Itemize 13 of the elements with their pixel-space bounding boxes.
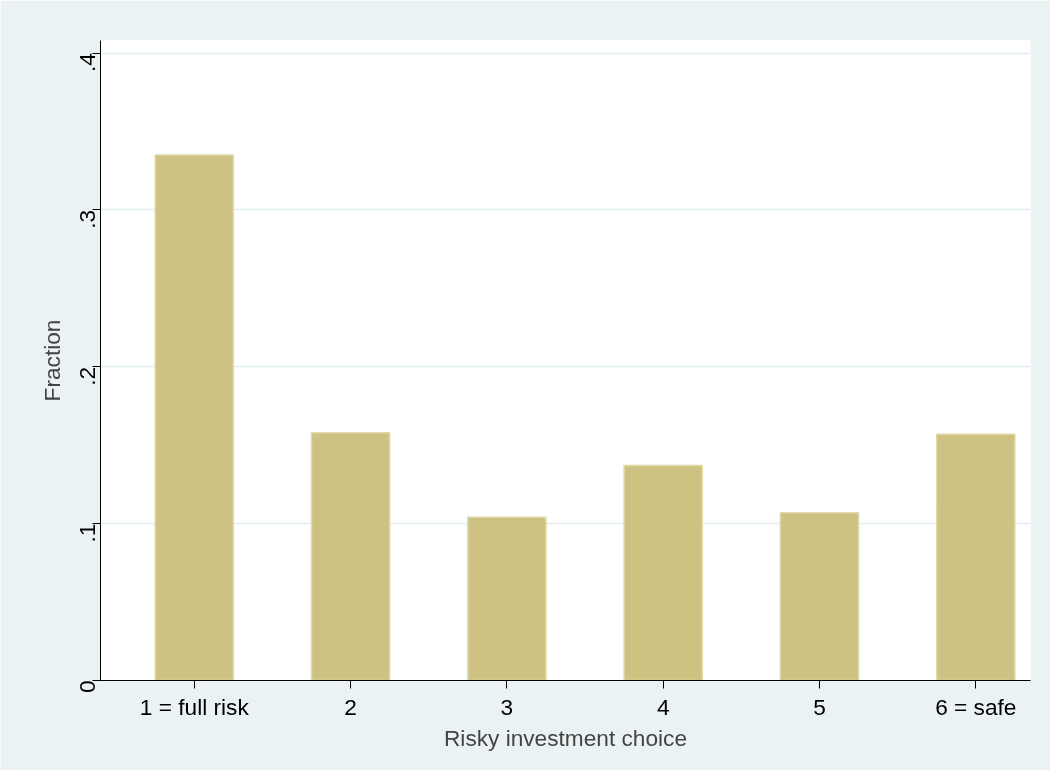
x-tick-label: 1 = full risk xyxy=(139,693,250,720)
y-tick-label: .3 xyxy=(74,209,100,229)
x-tick-label: 4 xyxy=(656,693,670,720)
y-axis-title: Fraction xyxy=(38,319,65,402)
x-tick-label: 3 xyxy=(500,693,514,720)
y-tick-label: 0 xyxy=(74,680,100,694)
x-tick-label: 2 xyxy=(344,693,357,720)
x-tick-label: 6 = safe xyxy=(935,693,1017,720)
y-tick-label: .4 xyxy=(74,53,100,72)
y-tick-label: .1 xyxy=(74,523,100,543)
x-tick-label: 5 xyxy=(813,693,826,720)
x-axis-title: Risky investment choice xyxy=(443,724,688,751)
y-tick-label: .2 xyxy=(74,366,100,386)
